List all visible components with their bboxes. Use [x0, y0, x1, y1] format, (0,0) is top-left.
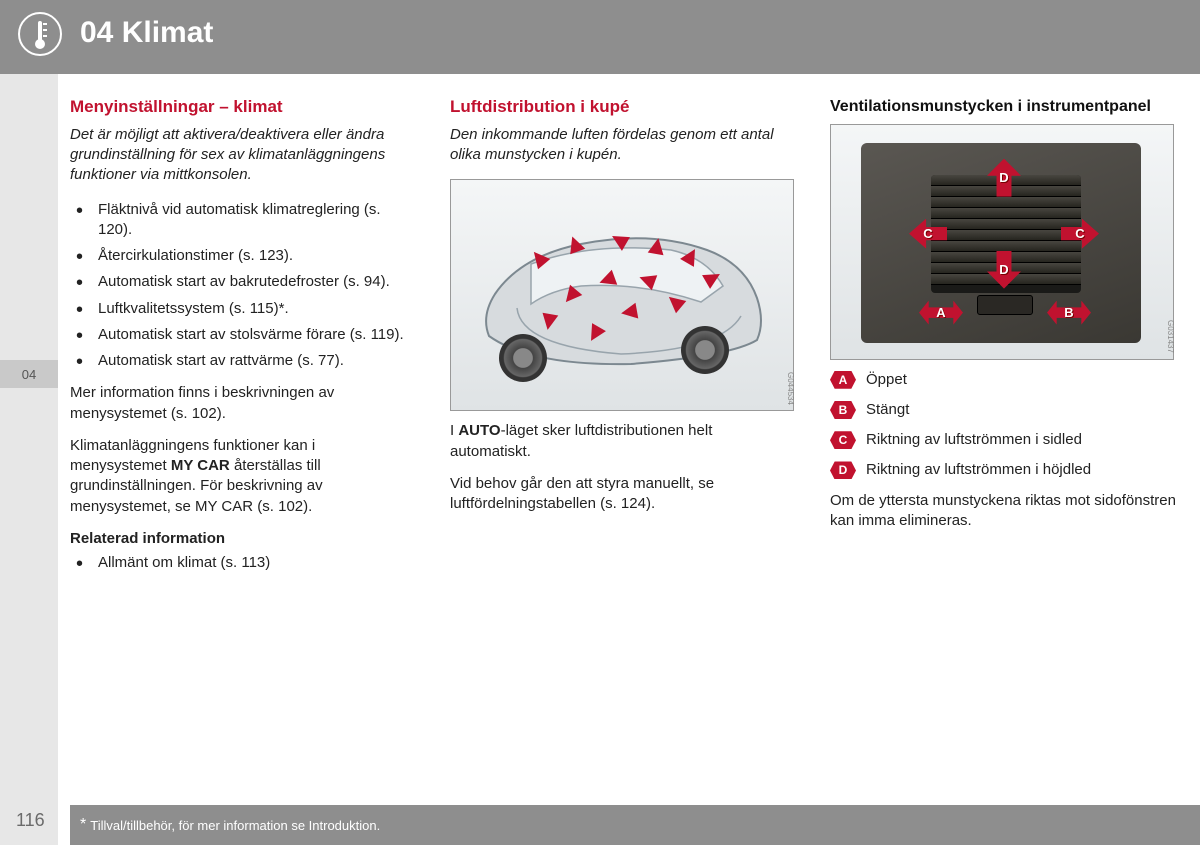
legend-row: D Riktning av luftströmmen i höjdled: [830, 460, 1176, 480]
related-heading: Relaterad information: [70, 529, 416, 549]
arrow-a-icon: A: [919, 301, 963, 325]
footnote-star: *: [80, 816, 86, 834]
column-2: Luftdistribution i kupé Den inkommande l…: [450, 96, 796, 585]
thermometer-icon: [18, 12, 62, 56]
list-item: Automatisk start av rattvärme (s. 77).: [70, 351, 416, 371]
car-cutaway-icon: [471, 216, 771, 386]
list-item: Återcirkulationstimer (s. 123).: [70, 246, 416, 266]
list-item: Allmänt om klimat (s. 113): [70, 553, 416, 573]
legend-text: Öppet: [866, 370, 907, 390]
left-gutter: 04 116: [0, 74, 58, 845]
column-3: Ventilationsmunstycken i instrumentpanel…: [830, 96, 1176, 585]
legend-row: B Stängt: [830, 400, 1176, 420]
col3-note: Om de yttersta munstyckena riktas mot si…: [830, 491, 1176, 532]
col1-para1: Mer information finns i beskrivningen av…: [70, 383, 416, 424]
legend-badge-d-icon: D: [830, 461, 856, 479]
col1-heading: Menyinställningar – klimat: [70, 96, 416, 119]
footnote-text: Tillval/tillbehör, för mer information s…: [90, 818, 380, 833]
legend-row: A Öppet: [830, 370, 1176, 390]
vent-slider-icon: [977, 295, 1033, 315]
legend-text: Riktning av luftströmmen i sidled: [866, 430, 1082, 450]
footer-bar: * Tillval/tillbehör, för mer information…: [70, 805, 1200, 845]
list-item: Automatisk start av bakrutedefroster (s.…: [70, 272, 416, 292]
page-number: 116: [16, 810, 45, 831]
list-item: Luftkvalitetssystem (s. 115)*.: [70, 299, 416, 319]
list-item: Automatisk start av stolsvärme förare (s…: [70, 325, 416, 345]
col2-para2: Vid behov går den att styra manuellt, se…: [450, 474, 796, 515]
figure-code: G044534: [784, 372, 795, 405]
col1-lead: Det är möjligt att aktivera/deaktivera e…: [70, 125, 416, 186]
legend-row: C Riktning av luftströmmen i sidled: [830, 430, 1176, 450]
legend-badge-c-icon: C: [830, 431, 856, 449]
col1-list: Fläktnivå vid automatisk klimatreglering…: [70, 200, 416, 372]
col2-heading: Luftdistribution i kupé: [450, 96, 796, 119]
legend-badge-b-icon: B: [830, 401, 856, 419]
legend: A Öppet B Stängt C Riktning av luftström…: [830, 370, 1176, 481]
legend-text: Stängt: [866, 400, 909, 420]
col2-para1: I AUTO-läget sker luftdistributionen hel…: [450, 421, 796, 462]
arrow-b-icon: B: [1047, 301, 1091, 325]
figure-code: G031437: [1164, 320, 1175, 353]
figure-vent-nozzle: D D C C A B G031437: [830, 124, 1174, 360]
col3-heading: Ventilationsmunstycken i instrumentpanel: [830, 96, 1176, 118]
legend-badge-a-icon: A: [830, 371, 856, 389]
column-1: Menyinställningar – klimat Det är möjlig…: [70, 96, 416, 585]
page-header: 04 Klimat: [0, 0, 1200, 74]
chapter-tab: 04: [0, 360, 58, 388]
list-item: Fläktnivå vid automatisk klimatreglering…: [70, 200, 416, 241]
chapter-title: 04 Klimat: [80, 16, 213, 50]
dashboard-panel-icon: D D C C A B: [861, 143, 1141, 343]
content-area: Menyinställningar – klimat Det är möjlig…: [70, 96, 1180, 585]
legend-text: Riktning av luftströmmen i höjdled: [866, 460, 1091, 480]
col1-para2: Klimatanläggningens funktioner kan i men…: [70, 436, 416, 517]
figure-air-distribution: G044534: [450, 179, 794, 411]
related-list: Allmänt om klimat (s. 113): [70, 553, 416, 573]
col2-lead: Den inkommande luften fördelas genom ett…: [450, 125, 796, 166]
